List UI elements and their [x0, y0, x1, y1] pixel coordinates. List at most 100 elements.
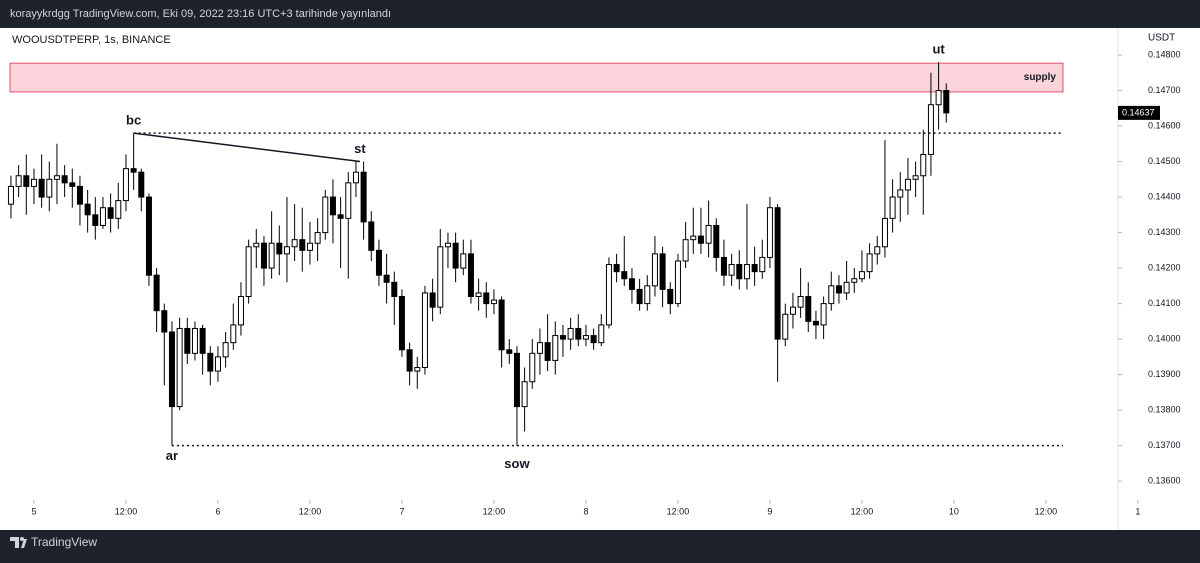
- candle-body: [421, 292, 428, 369]
- x-tick-label: 12:00: [483, 506, 506, 516]
- candle-body: [805, 295, 812, 322]
- header-text: korayykrdgg TradingView.com, Eki 09, 202…: [10, 8, 391, 20]
- candle-body: [199, 327, 206, 354]
- candle-body: [613, 264, 620, 273]
- candle-body: [674, 260, 681, 305]
- candle-body: [138, 171, 145, 198]
- candle-body: [697, 235, 704, 244]
- candle-body: [598, 324, 605, 344]
- candle-body: [99, 207, 106, 226]
- candle-body: [690, 235, 697, 241]
- candle-body: [130, 168, 137, 173]
- candle-body: [797, 295, 804, 308]
- candle-body: [161, 310, 168, 333]
- candle-body: [176, 327, 183, 408]
- x-tick-label: 9: [767, 506, 772, 516]
- candle-body: [536, 342, 543, 354]
- candle-body: [659, 253, 666, 290]
- candles: [7, 62, 950, 446]
- candle-body: [107, 207, 114, 219]
- candle-body: [559, 335, 566, 340]
- candle-body: [644, 285, 651, 305]
- candle-body: [544, 342, 551, 361]
- candle-body: [498, 299, 505, 351]
- candle-body: [7, 185, 14, 205]
- candle-body: [268, 242, 275, 269]
- candle-body: [460, 253, 467, 269]
- candle-body: [61, 175, 68, 184]
- candle-body: [835, 285, 842, 294]
- candle-body: [299, 239, 306, 251]
- candle-body: [667, 288, 674, 305]
- x-tick-label: 7: [399, 506, 404, 516]
- footer-bar: [0, 530, 1200, 558]
- last-price-label: 0.14637: [1122, 107, 1155, 117]
- candle-body: [552, 335, 559, 361]
- candle-body: [69, 182, 76, 187]
- annotation: st: [354, 141, 366, 156]
- annotation: ar: [166, 448, 178, 463]
- candle-body: [475, 292, 482, 297]
- candle-body: [245, 246, 252, 297]
- candle-body: [935, 90, 942, 106]
- candle-body: [375, 249, 382, 276]
- candle-body: [621, 271, 628, 280]
- supply-zone: [9, 62, 1064, 93]
- candle-body: [874, 246, 881, 255]
- candle-body: [736, 264, 743, 280]
- candle-body: [766, 207, 773, 258]
- candle-body: [889, 196, 896, 219]
- candle-body: [30, 178, 37, 187]
- candle-body: [789, 306, 796, 315]
- y-tick-label: 0.14300: [1148, 227, 1181, 237]
- candle-body: [15, 175, 22, 187]
- candle-body: [260, 242, 267, 269]
- candle-body: [429, 292, 436, 308]
- candle-body: [743, 264, 750, 280]
- x-tick-label: 12:00: [299, 506, 322, 516]
- candle-body: [590, 335, 597, 344]
- candle-body: [398, 295, 405, 351]
- candle-body: [828, 285, 835, 305]
- candle-body: [168, 331, 175, 408]
- candle-body: [368, 221, 375, 251]
- candle-body: [92, 214, 99, 226]
- candle-body: [283, 246, 290, 255]
- candle-body: [628, 278, 635, 290]
- candle-body: [306, 242, 313, 251]
- y-tick-label: 0.14200: [1148, 262, 1181, 272]
- candle-body: [38, 178, 45, 198]
- candle-body: [214, 356, 221, 372]
- y-tick-label: 0.14000: [1148, 333, 1181, 343]
- chart-background: [0, 28, 1200, 530]
- candle-body: [329, 196, 336, 216]
- candle-body: [122, 168, 129, 202]
- x-tick-label: 6: [215, 506, 220, 516]
- candle-body: [759, 256, 766, 273]
- last-price-box: [1118, 105, 1160, 120]
- y-tick-label: 0.14800: [1148, 49, 1181, 59]
- x-tick-label: 12:00: [851, 506, 874, 516]
- candle-body: [920, 153, 927, 177]
- candle-body: [529, 352, 536, 383]
- candle-body: [345, 182, 352, 219]
- candle-body: [23, 175, 30, 187]
- candle-body: [774, 207, 781, 340]
- candle-body: [651, 253, 658, 287]
- candle-body: [145, 196, 152, 276]
- candle-body: [728, 264, 735, 276]
- candle-body: [782, 313, 789, 340]
- candle-body: [506, 349, 513, 354]
- candle-body: [490, 299, 497, 305]
- candle-body: [467, 253, 474, 297]
- x-tick-label: 10: [949, 506, 959, 516]
- y-tick-label: 0.13900: [1148, 369, 1181, 379]
- candle-body: [76, 185, 83, 205]
- candle-body: [237, 295, 244, 326]
- candle-body: [483, 292, 490, 305]
- candle-body: [391, 281, 398, 297]
- candle-body: [636, 288, 643, 305]
- candle-body: [820, 303, 827, 326]
